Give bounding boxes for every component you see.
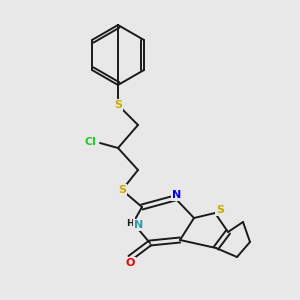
Text: S: S xyxy=(216,205,224,215)
Text: S: S xyxy=(114,100,122,110)
Text: N: N xyxy=(134,220,144,230)
Text: H: H xyxy=(126,218,134,227)
Text: N: N xyxy=(172,190,182,200)
Text: Cl: Cl xyxy=(84,137,96,147)
Text: O: O xyxy=(125,258,135,268)
Text: S: S xyxy=(118,185,126,195)
